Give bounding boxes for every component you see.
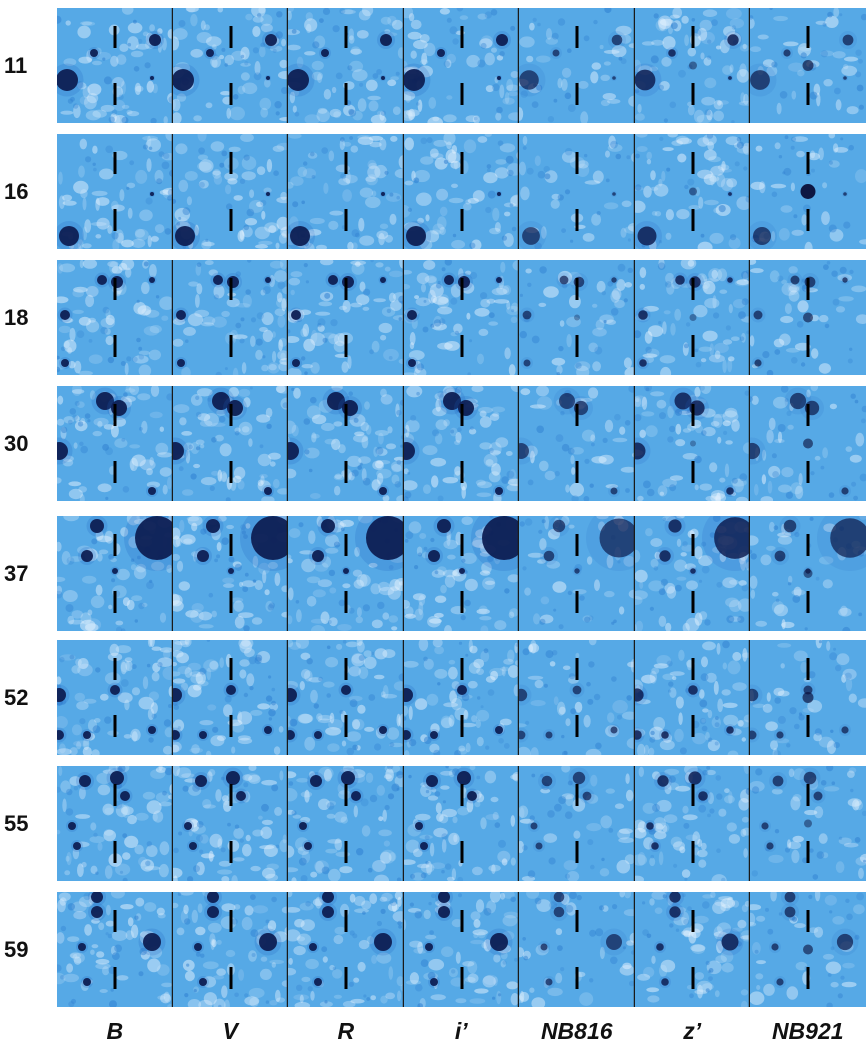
image-stamp — [750, 260, 866, 375]
image-stamp — [57, 516, 173, 631]
band-label: NB816 — [540, 1018, 613, 1044]
image-stamp — [173, 766, 288, 881]
image-stamp — [635, 516, 750, 631]
band-label: i’ — [454, 1018, 468, 1044]
band-label: NB921 — [771, 1018, 844, 1044]
stamp-row — [57, 8, 866, 123]
image-stamp — [750, 640, 866, 755]
image-stamp — [173, 516, 288, 631]
image-stamp — [288, 516, 404, 631]
stamp-row — [57, 260, 866, 375]
image-stamp — [519, 260, 635, 375]
image-stamp — [57, 640, 173, 755]
band-label: z’ — [683, 1018, 702, 1044]
image-stamp — [635, 766, 750, 881]
image-stamp — [404, 386, 519, 501]
image-stamp — [57, 766, 173, 881]
stamp-row — [57, 516, 866, 631]
image-stamp — [519, 516, 635, 631]
image-stamp — [288, 892, 404, 1007]
image-stamp — [404, 134, 519, 249]
image-stamp — [173, 386, 288, 501]
object-id-label: 59 — [4, 936, 29, 962]
image-stamp — [750, 892, 866, 1007]
image-stamp — [519, 892, 635, 1007]
image-stamp — [173, 260, 288, 375]
image-stamp — [750, 766, 866, 881]
band-label: V — [222, 1018, 238, 1044]
image-stamp — [404, 892, 519, 1007]
image-stamp — [404, 766, 519, 881]
image-stamp — [519, 386, 635, 501]
image-stamp — [635, 892, 750, 1007]
image-stamp — [173, 134, 288, 249]
stamp-row — [57, 134, 866, 249]
object-id-label: 52 — [4, 684, 29, 710]
image-stamp — [635, 260, 750, 375]
object-id-label: 37 — [4, 560, 29, 586]
image-stamp — [519, 766, 635, 881]
band-label: R — [337, 1018, 355, 1044]
image-stamp — [173, 8, 288, 123]
image-stamp — [404, 516, 519, 631]
object-id-label: 18 — [4, 304, 29, 330]
stamp-row — [57, 640, 866, 755]
image-stamp — [404, 8, 519, 123]
image-stamp — [57, 892, 173, 1007]
image-stamp — [288, 640, 404, 755]
stamp-row — [57, 386, 866, 501]
image-stamp — [288, 134, 404, 249]
image-stamp — [57, 8, 173, 123]
object-id-label: 16 — [4, 178, 29, 204]
image-stamp — [635, 8, 750, 123]
image-stamp — [635, 134, 750, 249]
image-stamp — [519, 640, 635, 755]
image-stamp — [288, 766, 404, 881]
image-stamp — [173, 892, 288, 1007]
image-stamp — [404, 260, 519, 375]
object-id-label: 30 — [4, 430, 29, 456]
stamp-row — [57, 766, 866, 881]
image-stamp — [750, 516, 866, 631]
image-stamp — [750, 134, 866, 249]
image-stamp — [635, 640, 750, 755]
image-stamp — [519, 134, 635, 249]
stamp-row — [57, 892, 866, 1007]
image-stamp — [57, 386, 173, 501]
object-id-label: 55 — [4, 810, 29, 836]
image-stamp — [750, 8, 866, 123]
image-stamp — [288, 386, 404, 501]
image-stamp — [57, 134, 173, 249]
image-stamp — [57, 260, 173, 375]
object-id-label: 11 — [4, 52, 28, 78]
image-stamp — [288, 260, 404, 375]
image-stamp — [750, 386, 866, 501]
image-stamp — [288, 8, 404, 123]
image-stamp — [173, 640, 288, 755]
image-stamp — [519, 8, 635, 123]
image-stamp — [635, 386, 750, 501]
image-stamp — [404, 640, 519, 755]
band-label: B — [106, 1018, 124, 1044]
